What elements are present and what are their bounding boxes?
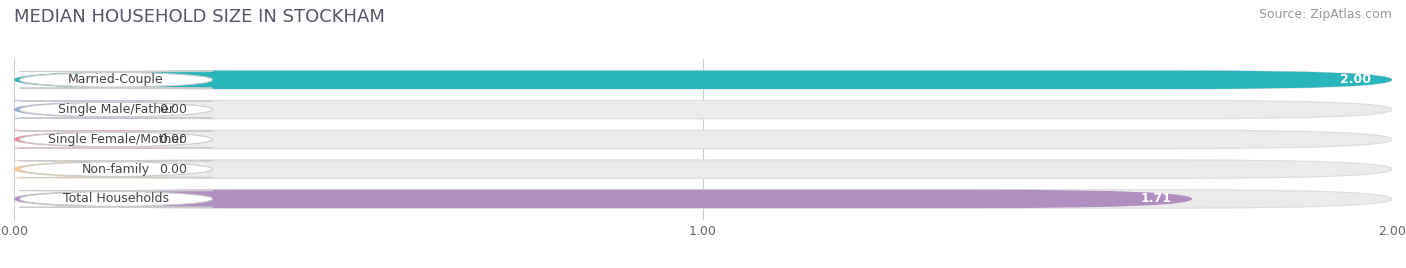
Text: 2.00: 2.00 [1340, 73, 1371, 86]
FancyBboxPatch shape [14, 160, 1392, 178]
FancyBboxPatch shape [0, 160, 228, 178]
Text: 0.00: 0.00 [159, 133, 187, 146]
Text: Total Households: Total Households [63, 192, 169, 205]
FancyBboxPatch shape [14, 190, 1392, 208]
FancyBboxPatch shape [20, 101, 212, 118]
FancyBboxPatch shape [14, 100, 1392, 119]
FancyBboxPatch shape [14, 70, 1392, 89]
FancyBboxPatch shape [14, 130, 1392, 148]
FancyBboxPatch shape [0, 130, 228, 148]
FancyBboxPatch shape [20, 72, 212, 88]
Text: Non-family: Non-family [82, 163, 150, 176]
Text: 1.71: 1.71 [1140, 192, 1171, 205]
FancyBboxPatch shape [14, 70, 1392, 89]
Text: 0.00: 0.00 [159, 103, 187, 116]
Text: Single Female/Mother: Single Female/Mother [48, 133, 184, 146]
Text: MEDIAN HOUSEHOLD SIZE IN STOCKHAM: MEDIAN HOUSEHOLD SIZE IN STOCKHAM [14, 8, 385, 26]
Text: Single Male/Father: Single Male/Father [58, 103, 174, 116]
Text: 0.00: 0.00 [159, 163, 187, 176]
FancyBboxPatch shape [20, 161, 212, 177]
FancyBboxPatch shape [20, 131, 212, 148]
Text: Married-Couple: Married-Couple [69, 73, 165, 86]
FancyBboxPatch shape [0, 100, 228, 119]
Text: Source: ZipAtlas.com: Source: ZipAtlas.com [1258, 8, 1392, 21]
FancyBboxPatch shape [14, 190, 1192, 208]
FancyBboxPatch shape [20, 191, 212, 207]
